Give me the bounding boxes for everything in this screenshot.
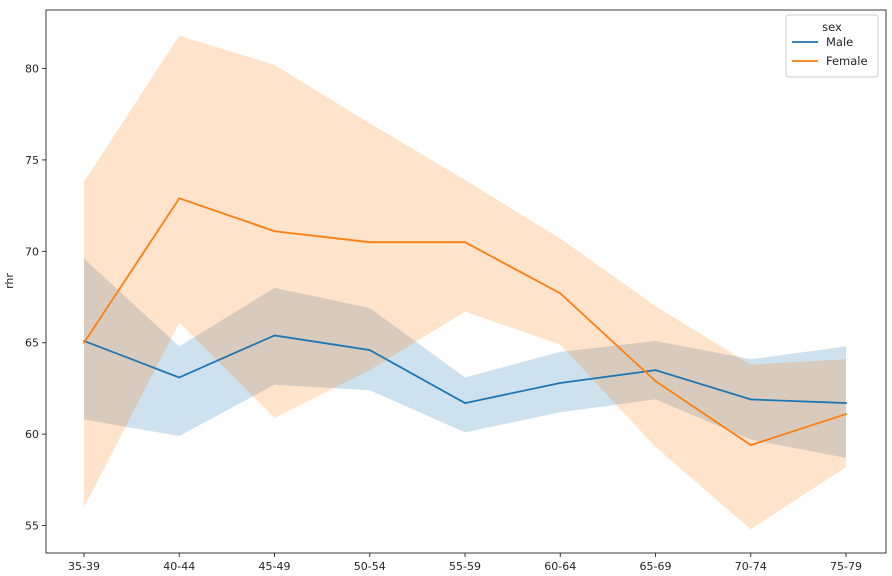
series-lines [83,197,847,447]
y-axis: 55 60 65 70 75 80 [25,63,46,533]
legend-title: sex [822,20,842,34]
confidence-bands [84,35,846,530]
male-point-70-74 [749,398,752,401]
legend-entry-male: Male [826,35,853,49]
x-tick-label: 45-49 [259,560,291,573]
x-tick-label: 40-44 [163,560,195,573]
female-confidence-band [84,35,846,530]
y-tick-label: 60 [25,428,39,441]
y-tick-label: 65 [25,337,39,350]
male-point-40-44 [178,376,181,379]
plot-frame [45,9,887,554]
male-point-50-54 [368,349,371,351]
x-tick-label: 50-54 [354,560,386,573]
female-point-55-59 [464,241,466,244]
female-point-40-44 [178,197,181,200]
male-point-55-59 [464,402,466,404]
female-point-60-64 [559,292,562,295]
x-tick-label: 55-59 [449,560,481,573]
x-axis: 35-39 40-44 45-49 50-54 55-59 60-64 65-69 70-74… [68,553,862,573]
female-point-70-74 [749,444,752,447]
female-point-50-54 [368,241,371,244]
x-tick-label: 65-69 [640,560,672,573]
female-point-65-69 [654,380,657,383]
x-tick-label: 60-64 [544,560,576,573]
legend: sex Male Female [785,14,879,78]
y-tick-label: 55 [25,520,39,533]
legend-entry-female: Female [826,54,868,68]
female-point-35-39 [83,341,85,344]
x-tick-label: 35-39 [68,560,100,573]
female-point-75-79 [845,413,847,415]
male-point-65-69 [654,369,657,372]
male-confidence-band [84,258,846,458]
y-tick-label: 70 [25,245,39,258]
male-point-60-64 [559,382,562,384]
male-point-75-79 [845,402,847,404]
y-axis-label: rhr [3,273,16,289]
x-tick-label: 75-79 [830,560,862,573]
y-tick-label: 80 [25,63,39,76]
female-point-45-49 [273,230,276,233]
y-tick-label: 75 [25,154,39,167]
x-tick-label: 70-74 [735,560,767,573]
male-point-45-49 [273,334,276,337]
